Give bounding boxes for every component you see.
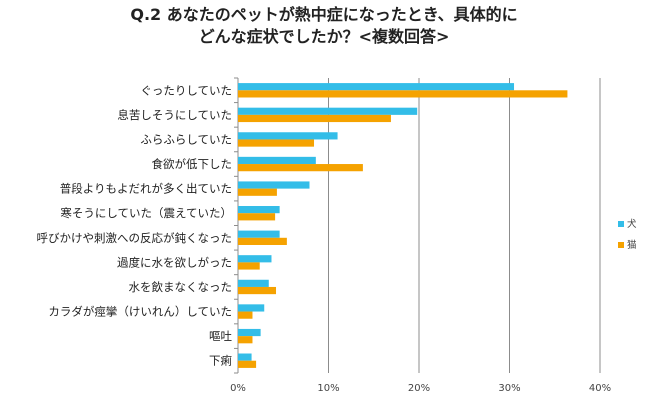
- bar-dog-11: [238, 353, 252, 361]
- bar-dog-5: [238, 206, 280, 214]
- bar-dog-8: [238, 279, 269, 287]
- bar-cat-2: [238, 139, 315, 147]
- x-tick-label-3: 30%: [498, 383, 520, 394]
- bar-cat-11: [238, 360, 257, 368]
- category-label-8: 水を飲まなくなった: [129, 280, 233, 294]
- chart-title-line-2: どんな症状でしたか？<複数回答>: [198, 27, 450, 46]
- bar-cat-9: [238, 311, 253, 319]
- bar-dog-1: [238, 107, 418, 115]
- category-label-10: 嘔吐: [209, 329, 232, 343]
- category-label-6: 呼びかけや刺激への反応が鈍くなった: [37, 231, 233, 245]
- bar-dog-0: [238, 83, 515, 91]
- category-label-11: 下痢: [209, 354, 232, 368]
- category-label-0: ぐったりしていた: [140, 83, 232, 97]
- bar-cat-10: [238, 336, 253, 344]
- category-label-2: ふらふらしていた: [140, 132, 232, 146]
- category-label-7: 過度に水を欲しがった: [117, 255, 232, 269]
- x-tick-label-2: 20%: [408, 383, 430, 394]
- bar-cat-1: [238, 114, 391, 123]
- x-tick-label-4: 40%: [589, 383, 611, 394]
- chart-title: Q.2 あなたのペットが熱中症になったとき、具体的に どんな症状でしたか？<複数…: [0, 4, 648, 48]
- bar-dog-10: [238, 328, 261, 337]
- bar-dog-7: [238, 255, 272, 263]
- bar-cat-5: [238, 213, 276, 221]
- bar-dog-6: [238, 230, 280, 238]
- legend-swatch-cat: [618, 242, 624, 248]
- bar-cat-8: [238, 286, 277, 295]
- legend-label-dog: 犬: [627, 218, 637, 230]
- bar-cat-6: [238, 237, 287, 245]
- bar-dog-4: [238, 181, 310, 189]
- bar-cat-0: [238, 90, 568, 98]
- category-label-1: 息苦しそうにしていた: [117, 108, 232, 122]
- bar-cat-3: [238, 164, 363, 172]
- bar-dog-2: [238, 132, 338, 140]
- x-tick-label-0: 0%: [230, 383, 246, 394]
- chart-title-line-1: Q.2 あなたのペットが熱中症になったとき、具体的に: [130, 5, 518, 24]
- bar-dog-3: [238, 156, 316, 165]
- category-label-9: カラダが痙攣（けいれん）していた: [48, 305, 232, 319]
- bar-cat-4: [238, 188, 277, 196]
- category-label-5: 寒そうにしていた（震えていた）: [60, 206, 232, 220]
- category-label-4: 普段よりもよだれが多く出ていた: [60, 182, 232, 196]
- legend-swatch-dog: [618, 221, 624, 227]
- x-tick-label-1: 10%: [317, 383, 339, 394]
- bar-cat-7: [238, 262, 260, 270]
- category-label-3: 食欲が低下した: [152, 157, 233, 171]
- bar-dog-9: [238, 304, 265, 312]
- legend-label-cat: 猫: [627, 239, 637, 251]
